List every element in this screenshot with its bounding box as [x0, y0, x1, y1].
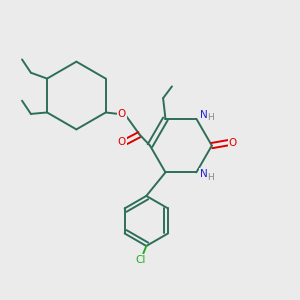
Text: H: H	[207, 173, 214, 182]
Text: O: O	[118, 109, 126, 119]
Text: N: N	[200, 110, 208, 120]
Text: O: O	[228, 138, 237, 148]
Text: O: O	[118, 137, 126, 147]
Text: H: H	[207, 113, 214, 122]
Text: Cl: Cl	[136, 255, 146, 265]
Text: N: N	[200, 169, 208, 179]
